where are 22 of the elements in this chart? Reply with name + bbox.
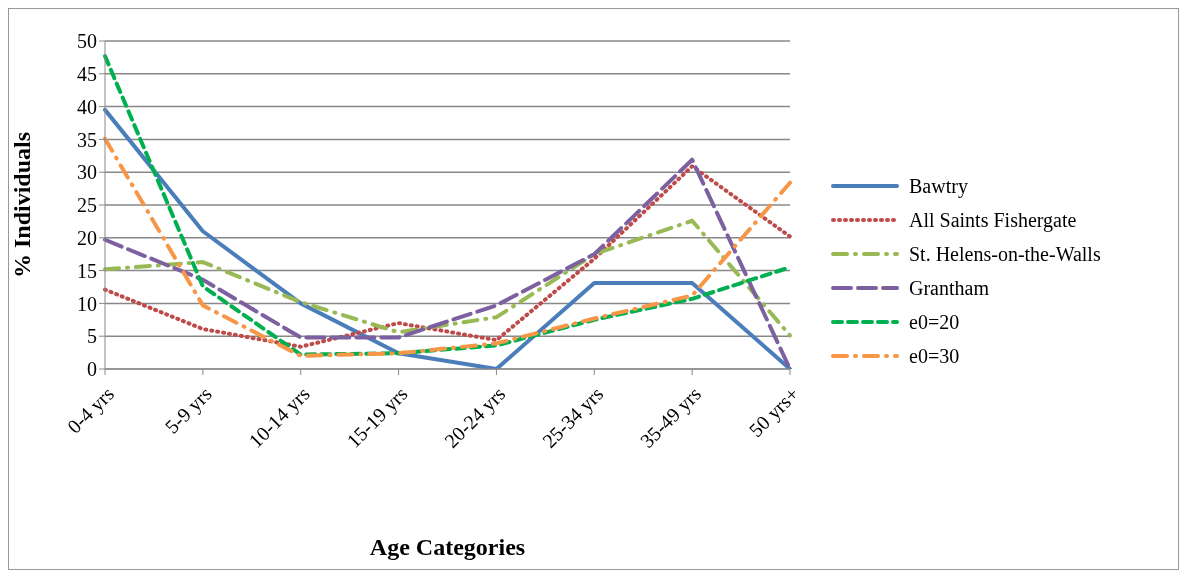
legend-label: St. Helens-on-the-Walls	[909, 242, 1101, 266]
y-tick-label: 35	[77, 128, 97, 151]
legend-label: Grantham	[909, 276, 989, 300]
y-axis-title: % Individuals	[8, 131, 35, 279]
y-tick-label: 5	[87, 325, 97, 348]
legend-label: e0=30	[909, 344, 960, 368]
y-tick-label: 15	[77, 259, 97, 282]
x-tick-label: 0-4 yrs	[62, 382, 119, 439]
y-tick-label: 20	[77, 226, 97, 249]
y-tick-label: 45	[77, 62, 97, 85]
x-axis-title: Age Categories	[369, 534, 526, 560]
y-tick-label: 40	[77, 95, 97, 118]
y-tick-label: 30	[77, 161, 97, 184]
y-tick-label: 10	[77, 292, 97, 315]
x-tick-label: 5-9 yrs	[160, 382, 217, 439]
legend-label: Bawtry	[909, 174, 968, 198]
x-tick-label: 50 yrs+	[744, 382, 804, 442]
y-tick-label: 0	[87, 358, 97, 381]
y-tick-label: 50	[77, 30, 97, 53]
legend-label: All Saints Fishergate	[909, 208, 1077, 232]
legend-label: e0=20	[909, 310, 960, 334]
y-tick-label: 25	[77, 194, 97, 217]
